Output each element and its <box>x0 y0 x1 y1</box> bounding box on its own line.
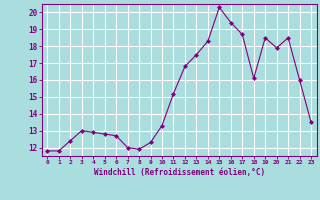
X-axis label: Windchill (Refroidissement éolien,°C): Windchill (Refroidissement éolien,°C) <box>94 168 265 177</box>
